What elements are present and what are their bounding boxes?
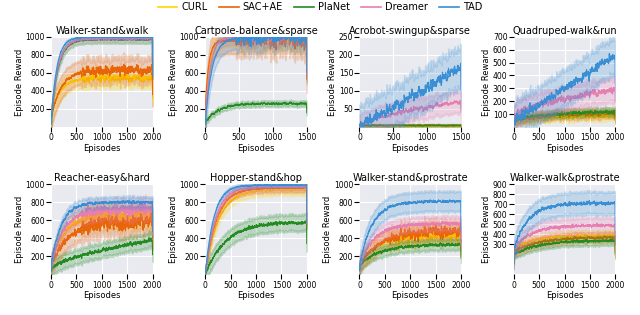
Title: Walker-stand&walk: Walker-stand&walk — [55, 26, 148, 36]
Y-axis label: Episode Reward: Episode Reward — [169, 48, 178, 116]
X-axis label: Episodes: Episodes — [237, 291, 275, 300]
X-axis label: Episodes: Episodes — [83, 291, 120, 300]
Y-axis label: Episode Reward: Episode Reward — [169, 196, 178, 263]
X-axis label: Episodes: Episodes — [546, 291, 583, 300]
Title: Walker-stand&prostrate: Walker-stand&prostrate — [353, 174, 468, 183]
Y-axis label: Episode Reward: Episode Reward — [15, 48, 24, 116]
Y-axis label: Episode Reward: Episode Reward — [323, 196, 332, 263]
Title: Reacher-easy&hard: Reacher-easy&hard — [54, 174, 150, 183]
Title: Acrobot-swingup&sparse: Acrobot-swingup&sparse — [349, 26, 471, 36]
Y-axis label: Episode Reward: Episode Reward — [15, 196, 24, 263]
Title: Cartpole-balance&sparse: Cartpole-balance&sparse — [194, 26, 318, 36]
X-axis label: Episodes: Episodes — [392, 291, 429, 300]
Y-axis label: Episode Reward: Episode Reward — [483, 48, 492, 116]
Y-axis label: Episode Reward: Episode Reward — [483, 196, 492, 263]
Title: Hopper-stand&hop: Hopper-stand&hop — [210, 174, 302, 183]
Title: Quadruped-walk&run: Quadruped-walk&run — [512, 26, 617, 36]
Title: Walker-walk&prostrate: Walker-walk&prostrate — [509, 174, 620, 183]
X-axis label: Episodes: Episodes — [237, 144, 275, 152]
Legend: CURL, SAC+AE, PlaNet, Dreamer, TAD: CURL, SAC+AE, PlaNet, Dreamer, TAD — [154, 0, 486, 16]
Y-axis label: Episode Reward: Episode Reward — [328, 48, 337, 116]
X-axis label: Episodes: Episodes — [546, 144, 583, 152]
X-axis label: Episodes: Episodes — [83, 144, 120, 152]
X-axis label: Episodes: Episodes — [392, 144, 429, 152]
